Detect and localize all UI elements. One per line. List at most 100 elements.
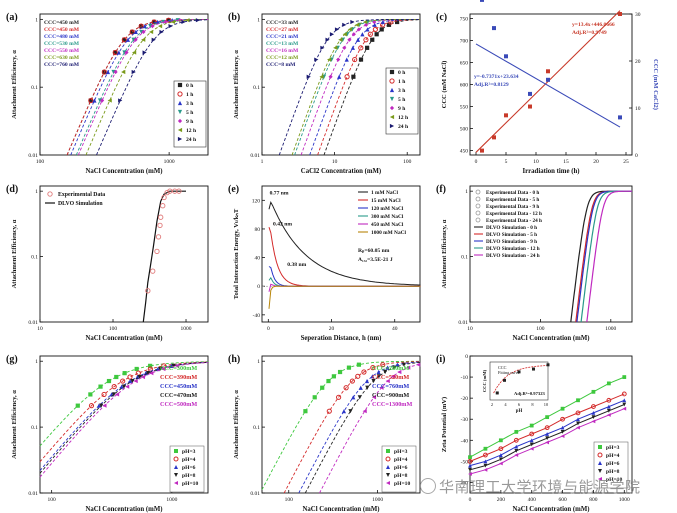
panel-f-ytick-label-0: 0.01 [458,320,468,326]
panel-a-point-2-5 [142,24,147,29]
panel-b-point-6-6 [342,22,347,27]
panel-h-point-4-2 [379,385,384,390]
panel-g-point-0-7 [148,363,153,368]
panel-h-curve-1 [283,361,421,494]
panel-e-ytick-label-1: 0 [257,284,260,290]
panel-b-point-1-3 [363,37,369,43]
panel-i-ytick-label-0: -60 [461,480,469,486]
panel-h-ytick-label-2: 1 [257,359,260,365]
panel-d-point-0 [145,288,151,294]
panel-b-legend-label-2: 3 h [398,88,406,94]
panel-c-point-1-5 [618,115,622,120]
panel-b-xtick-label-1: 10 [332,159,338,165]
panel-c-ylabel: CCC (mM NaCl) [441,61,448,109]
panel-b-point-4-4 [351,32,356,37]
panel-i-inset-fit [493,365,549,394]
panel-h-point-4-7 [416,362,421,367]
panel-b-point-5-6 [354,22,360,27]
panel-f-legend-label-4: Experimental Data - 24 h [486,218,542,224]
panel-e-xtick-label-1: 20 [329,326,335,332]
panel-b-point-4-2 [342,45,347,50]
panel-h-point-0-4 [331,374,336,379]
panel-a-point-5-7 [185,18,190,23]
panel-b-point-0-3 [370,37,375,42]
panel-i-inset-xlabel: pH [516,409,523,414]
panel-f-xlabel: NaCl Concentration (mM) [512,335,589,342]
panel-h-legend-label-4: pH=10 [394,481,410,487]
panel-i-point-2-2 [498,453,503,457]
panel-e-legend-label-1: 15 mM NaCl [371,198,401,204]
panel-i-point-4-3 [514,453,519,457]
panel-g-point-3-0 [99,403,104,408]
panel-d-point-1 [150,268,156,274]
panel-d-ytick-label-1: 0.1 [31,255,38,261]
panel-i-xtick-label-1: 200 [497,497,506,503]
panel-g-ccc-label-1: CCC=390mM [160,374,197,381]
panel-d-xlabel: NaCl Concentration (mM) [85,335,162,342]
panel-a-point-2-1 [105,69,111,75]
panel-h-ccc-label-4: CCC=1300mM [372,401,412,408]
panel-i-point-1-0 [467,458,473,464]
panel-a-ccc-label-0: CCC=450 mM [44,20,80,26]
panel-b-point-2-7 [380,19,385,25]
panel-b-point-0-0 [351,74,356,79]
panel-b-legend-label-4: 9 h [398,106,406,112]
panel-c-point-1-3 [528,91,532,96]
panel-h-point-1-5 [361,369,367,375]
panel-a-point-1-3 [121,37,127,43]
panel-g-ytick-label-2: 1 [35,359,38,365]
panel-i-point-1-5 [544,425,550,431]
panel-f-xtick-label-1: 100 [536,326,545,332]
panel-g-curve-4 [39,362,209,478]
panel-b-point-5-1 [327,57,332,62]
panel-c-ytick-label-0: 450 [460,149,469,155]
panel-h-point-0-3 [326,378,331,384]
panel-h-point-4-1 [371,395,377,400]
panel-b-ccc-label-2: CCC=21 mM [266,34,299,40]
panel-f-legend-marker-1 [475,196,481,202]
panel-b-point-1-2 [358,45,364,51]
panel-a-point-6-5 [168,24,173,29]
panel-e-curve-1 [268,227,421,287]
panel-i-point-0-4 [529,423,534,428]
panel-a-point-2-6 [155,19,160,25]
panel-b-ytick-label-1: 0.1 [253,85,260,91]
panel-a-point-2-2 [116,50,121,55]
panel-g-point-0-6 [134,366,139,372]
panel-h-point-0-5 [337,369,343,375]
panel-e-ytick-label-3: 80 [255,227,261,233]
panel-h-ccc-label-2: CCC=760mM [372,383,409,390]
panel-a-point-6-7 [195,18,201,23]
panel-b-legend-label-0: 0 h [398,70,406,76]
panel-d-point-11 [176,188,182,194]
panel-h-point-1-2 [343,385,349,391]
panel-b-point-1-1 [352,56,358,63]
panel-g-ccc-label-4: CCC=500mM [160,401,197,408]
panel-b-panel-label: (b) [228,12,240,23]
panel-h-legend-marker-2 [386,465,390,469]
panel-b-legend-marker-2 [389,87,395,93]
panel-h-point-0-6 [346,365,352,370]
panel-b-ccc-label-5: CCC=12 mM [266,55,299,61]
panel-a-point-6-1 [131,69,136,75]
panel-d-dlvo-curve [142,190,186,323]
panel-b-point-1-4 [367,31,373,37]
panel-b-xlabel: CaCl2 Concentration (mM) [301,168,381,175]
panel-g-curve-1 [39,361,209,463]
panel-i-inset-xtick-4: 10 [544,402,549,407]
panel-a-point-6-6 [181,19,186,25]
panel-h-point-3-1 [357,395,362,400]
panel-h-point-4-6 [406,365,411,370]
panel-g-point-0-2 [98,384,103,389]
panel-b-ccc-label-6: CCC=8 mM [266,62,296,68]
panel-a-legend-label-0: 0 h [186,83,194,89]
panel-b-point-2-5 [365,27,370,32]
panel-a-ytick-label-2: 1 [35,17,38,23]
panel-i-inset-annot: Adj.R²=0.97323 [514,391,545,396]
panel-g-legend-label-2: pH=6 [182,465,196,471]
panel-c-annot-0-1: Adj.R²=0.9749 [572,30,607,36]
panel-i-point-0-8 [591,389,596,394]
panel-b-point-0-7 [395,19,400,25]
panel-g-legend-marker-2 [174,465,178,469]
panel-f-frame [469,185,633,323]
